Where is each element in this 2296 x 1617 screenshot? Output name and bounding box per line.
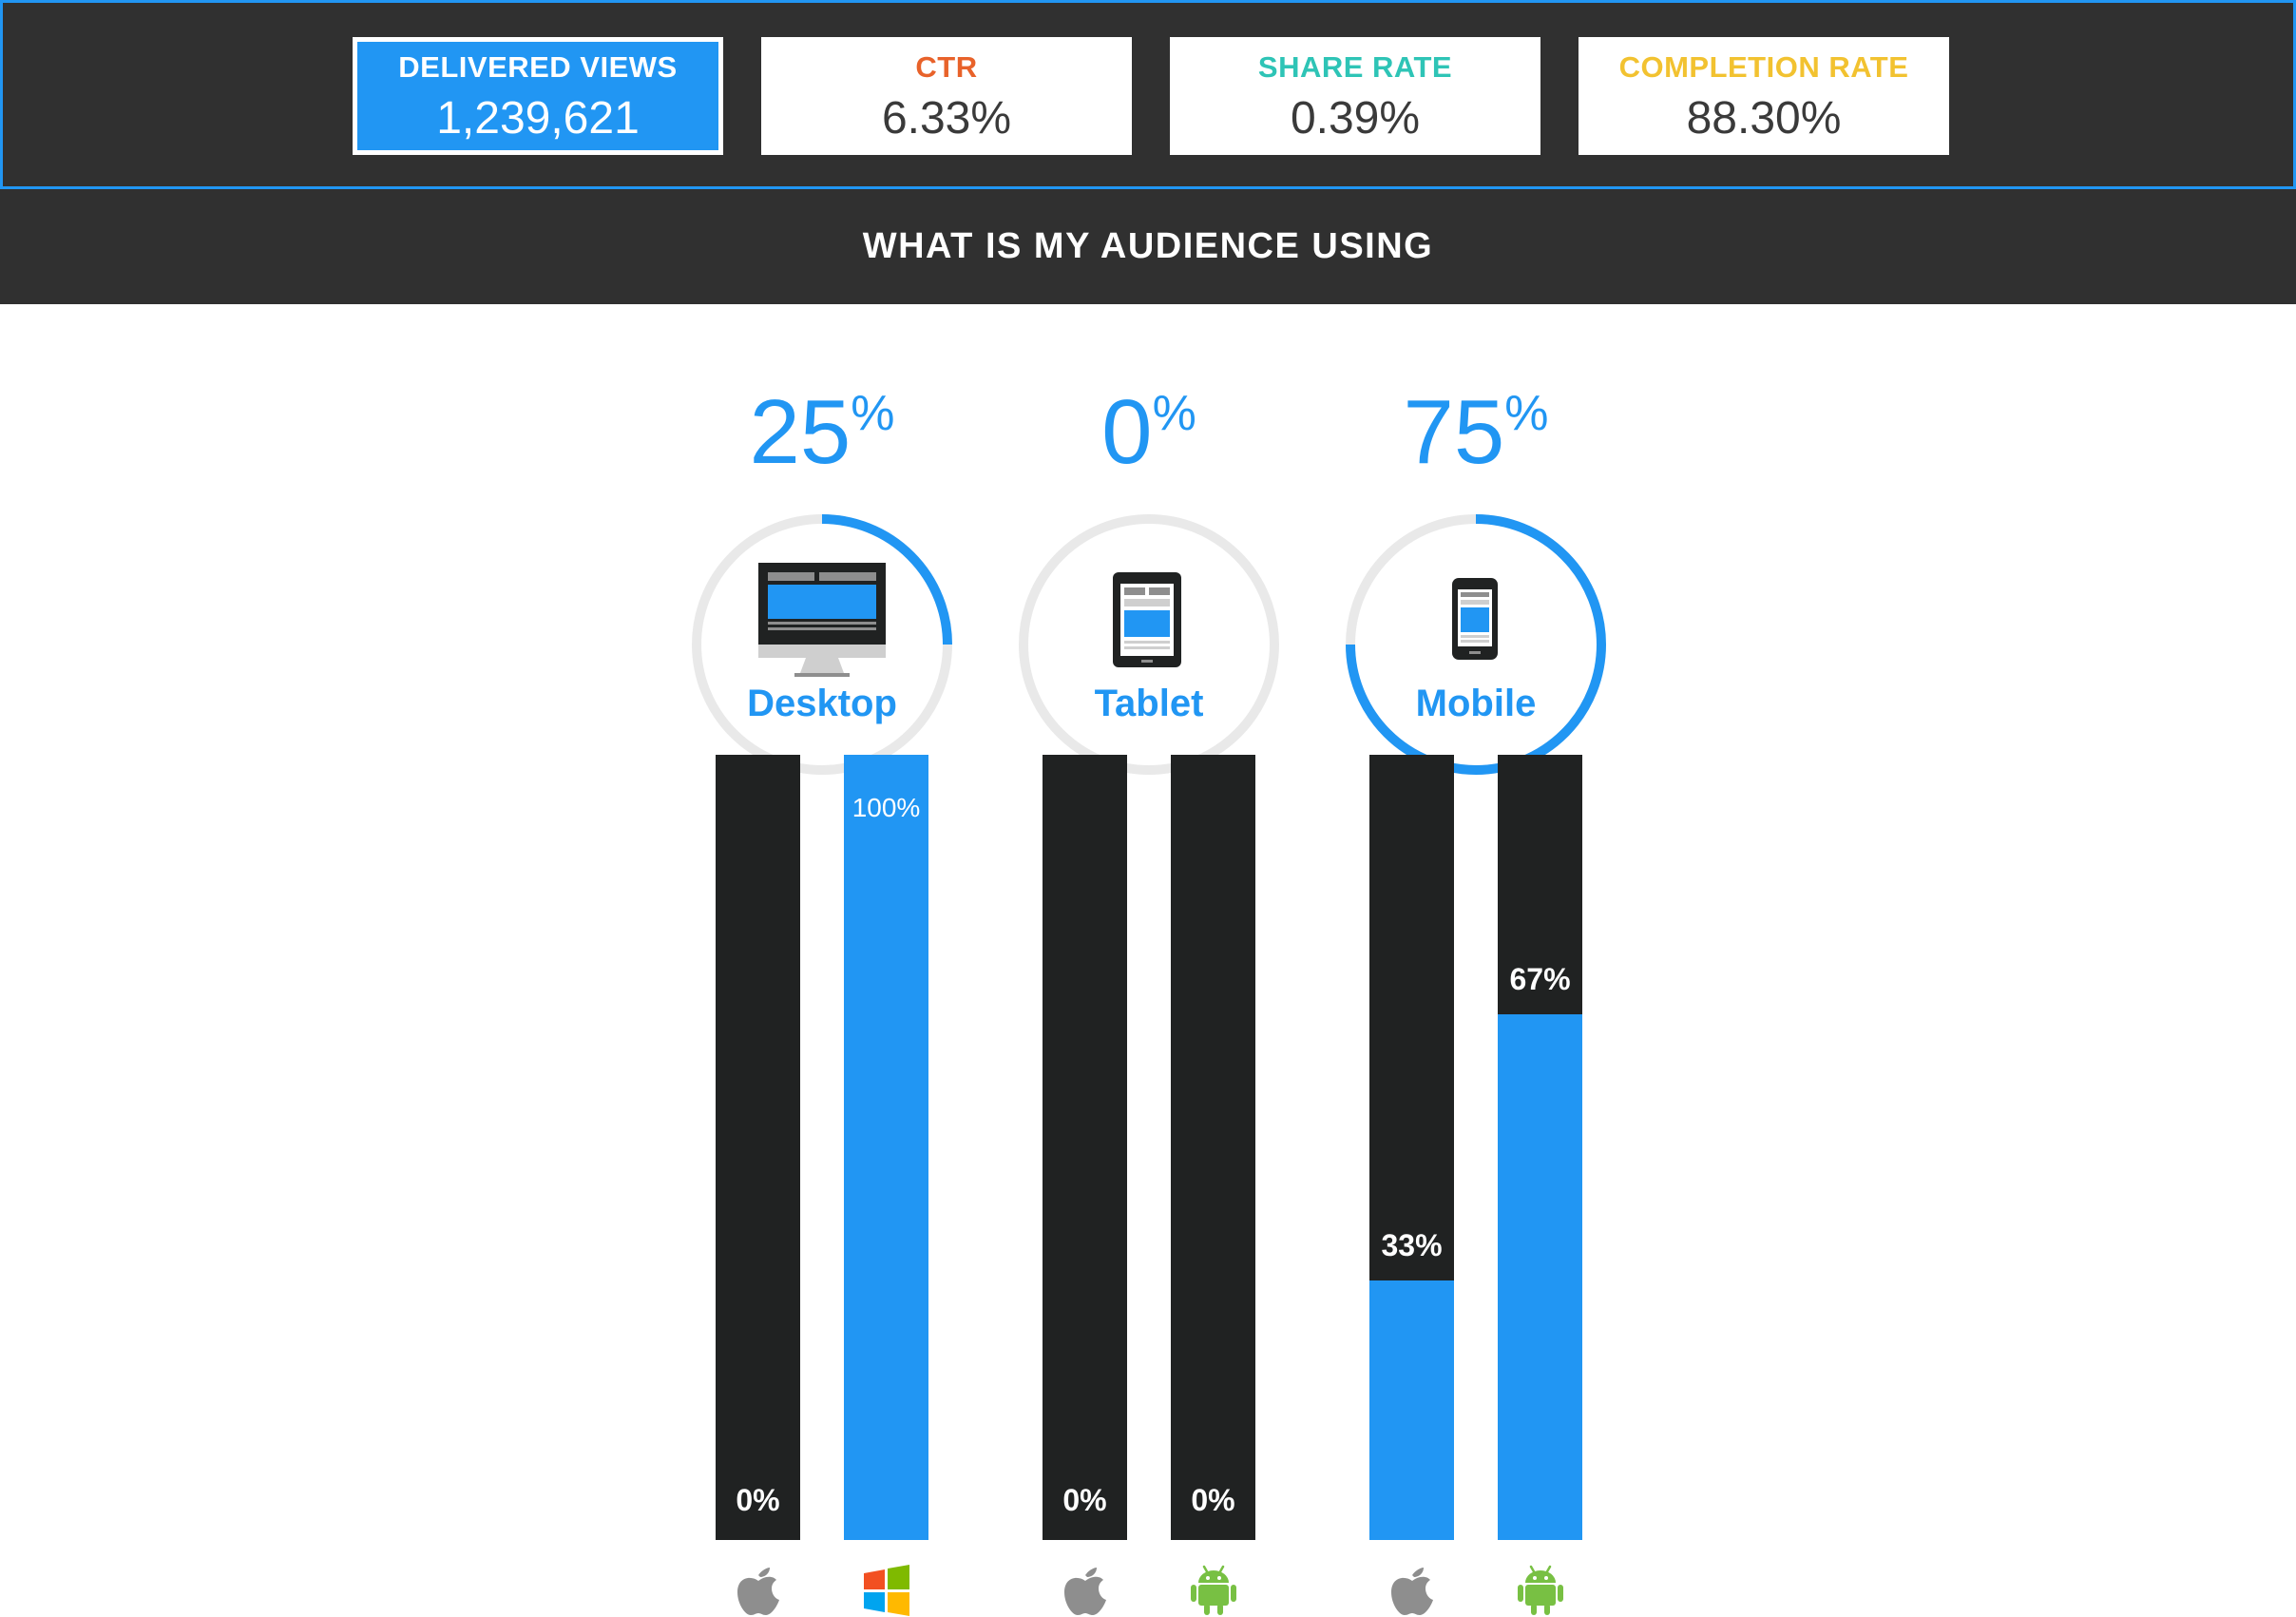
- mobile-icon: [1452, 578, 1498, 660]
- bar-fill: [1369, 1280, 1454, 1540]
- percent-number: 0: [1101, 381, 1153, 483]
- bar-label: 33%: [1381, 1228, 1443, 1262]
- metric-label: DELIVERED VIEWS: [398, 50, 678, 84]
- device-percent: 25%: [641, 380, 1003, 485]
- metric-value: 1,239,621: [436, 93, 640, 144]
- bar-windows: 100%: [844, 755, 928, 1540]
- device-percent: 75%: [1295, 380, 1656, 485]
- bar-label: 0%: [1062, 1483, 1107, 1517]
- section-header: WHAT IS MY AUDIENCE USING: [0, 189, 2296, 304]
- desktop-icon: [758, 563, 886, 677]
- metric-card-share-rate[interactable]: SHARE RATE 0.39%: [1170, 37, 1540, 155]
- bar-apple: 33%: [1369, 755, 1454, 1540]
- ring-progress: [821, 514, 952, 645]
- metrics-bar: DELIVERED VIEWS 1,239,621 CTR 6.33% SHAR…: [0, 0, 2296, 189]
- android-icon: [1191, 1565, 1236, 1615]
- metric-card-delivered-views[interactable]: DELIVERED VIEWS 1,239,621: [353, 37, 723, 155]
- bar-label: 100%: [851, 793, 921, 822]
- metric-label: COMPLETION RATE: [1618, 50, 1909, 84]
- bar-label: 67%: [1509, 962, 1571, 996]
- percent-sign: %: [1504, 386, 1549, 441]
- bar-fill: [844, 755, 928, 1540]
- ring-progress: [1346, 514, 1606, 775]
- device-name: Tablet: [1094, 683, 1204, 724]
- bar-apple: 0%: [716, 755, 800, 1540]
- bar-fill: [1498, 1014, 1582, 1540]
- bar-android: 0%: [1171, 755, 1255, 1540]
- share-ring: [692, 514, 952, 775]
- metric-value: 88.30%: [1686, 93, 1842, 144]
- bar-apple: 0%: [1043, 755, 1127, 1540]
- share-ring: [1019, 514, 1279, 775]
- metric-label: CTR: [915, 50, 978, 84]
- apple-icon: [737, 1568, 779, 1615]
- metric-value: 0.39%: [1290, 93, 1421, 144]
- percent-sign: %: [1152, 386, 1196, 441]
- device-mobile: 75% Mobile 33% 67%: [1295, 380, 1656, 1615]
- device-name: Mobile: [1415, 683, 1537, 724]
- bar-android: 67%: [1498, 755, 1582, 1540]
- ring-track: [1019, 514, 1279, 775]
- metric-card-completion-rate[interactable]: COMPLETION RATE 88.30%: [1578, 37, 1949, 155]
- windows-icon: [864, 1565, 909, 1616]
- device-name: Desktop: [747, 683, 897, 724]
- percent-number: 25: [749, 381, 851, 483]
- percent-sign: %: [851, 386, 895, 441]
- share-ring: [1346, 514, 1606, 775]
- percent-number: 75: [1403, 381, 1505, 483]
- bar-label: 0%: [736, 1483, 780, 1517]
- bar-label: 0%: [1191, 1483, 1235, 1517]
- tablet-icon: [1113, 572, 1181, 667]
- device-tablet: 0% Tablet 0% 0%: [968, 380, 1330, 1615]
- apple-icon: [1391, 1568, 1433, 1615]
- apple-icon: [1064, 1568, 1106, 1615]
- device-percent: 0%: [968, 380, 1330, 485]
- metric-value: 6.33%: [881, 93, 1012, 144]
- section-title: WHAT IS MY AUDIENCE USING: [862, 226, 1434, 266]
- device-desktop: 25% Desktop 0% 100%: [641, 380, 1003, 1616]
- android-icon: [1518, 1565, 1563, 1615]
- metric-label: SHARE RATE: [1257, 50, 1453, 84]
- metric-card-ctr[interactable]: CTR 6.33%: [761, 37, 1132, 155]
